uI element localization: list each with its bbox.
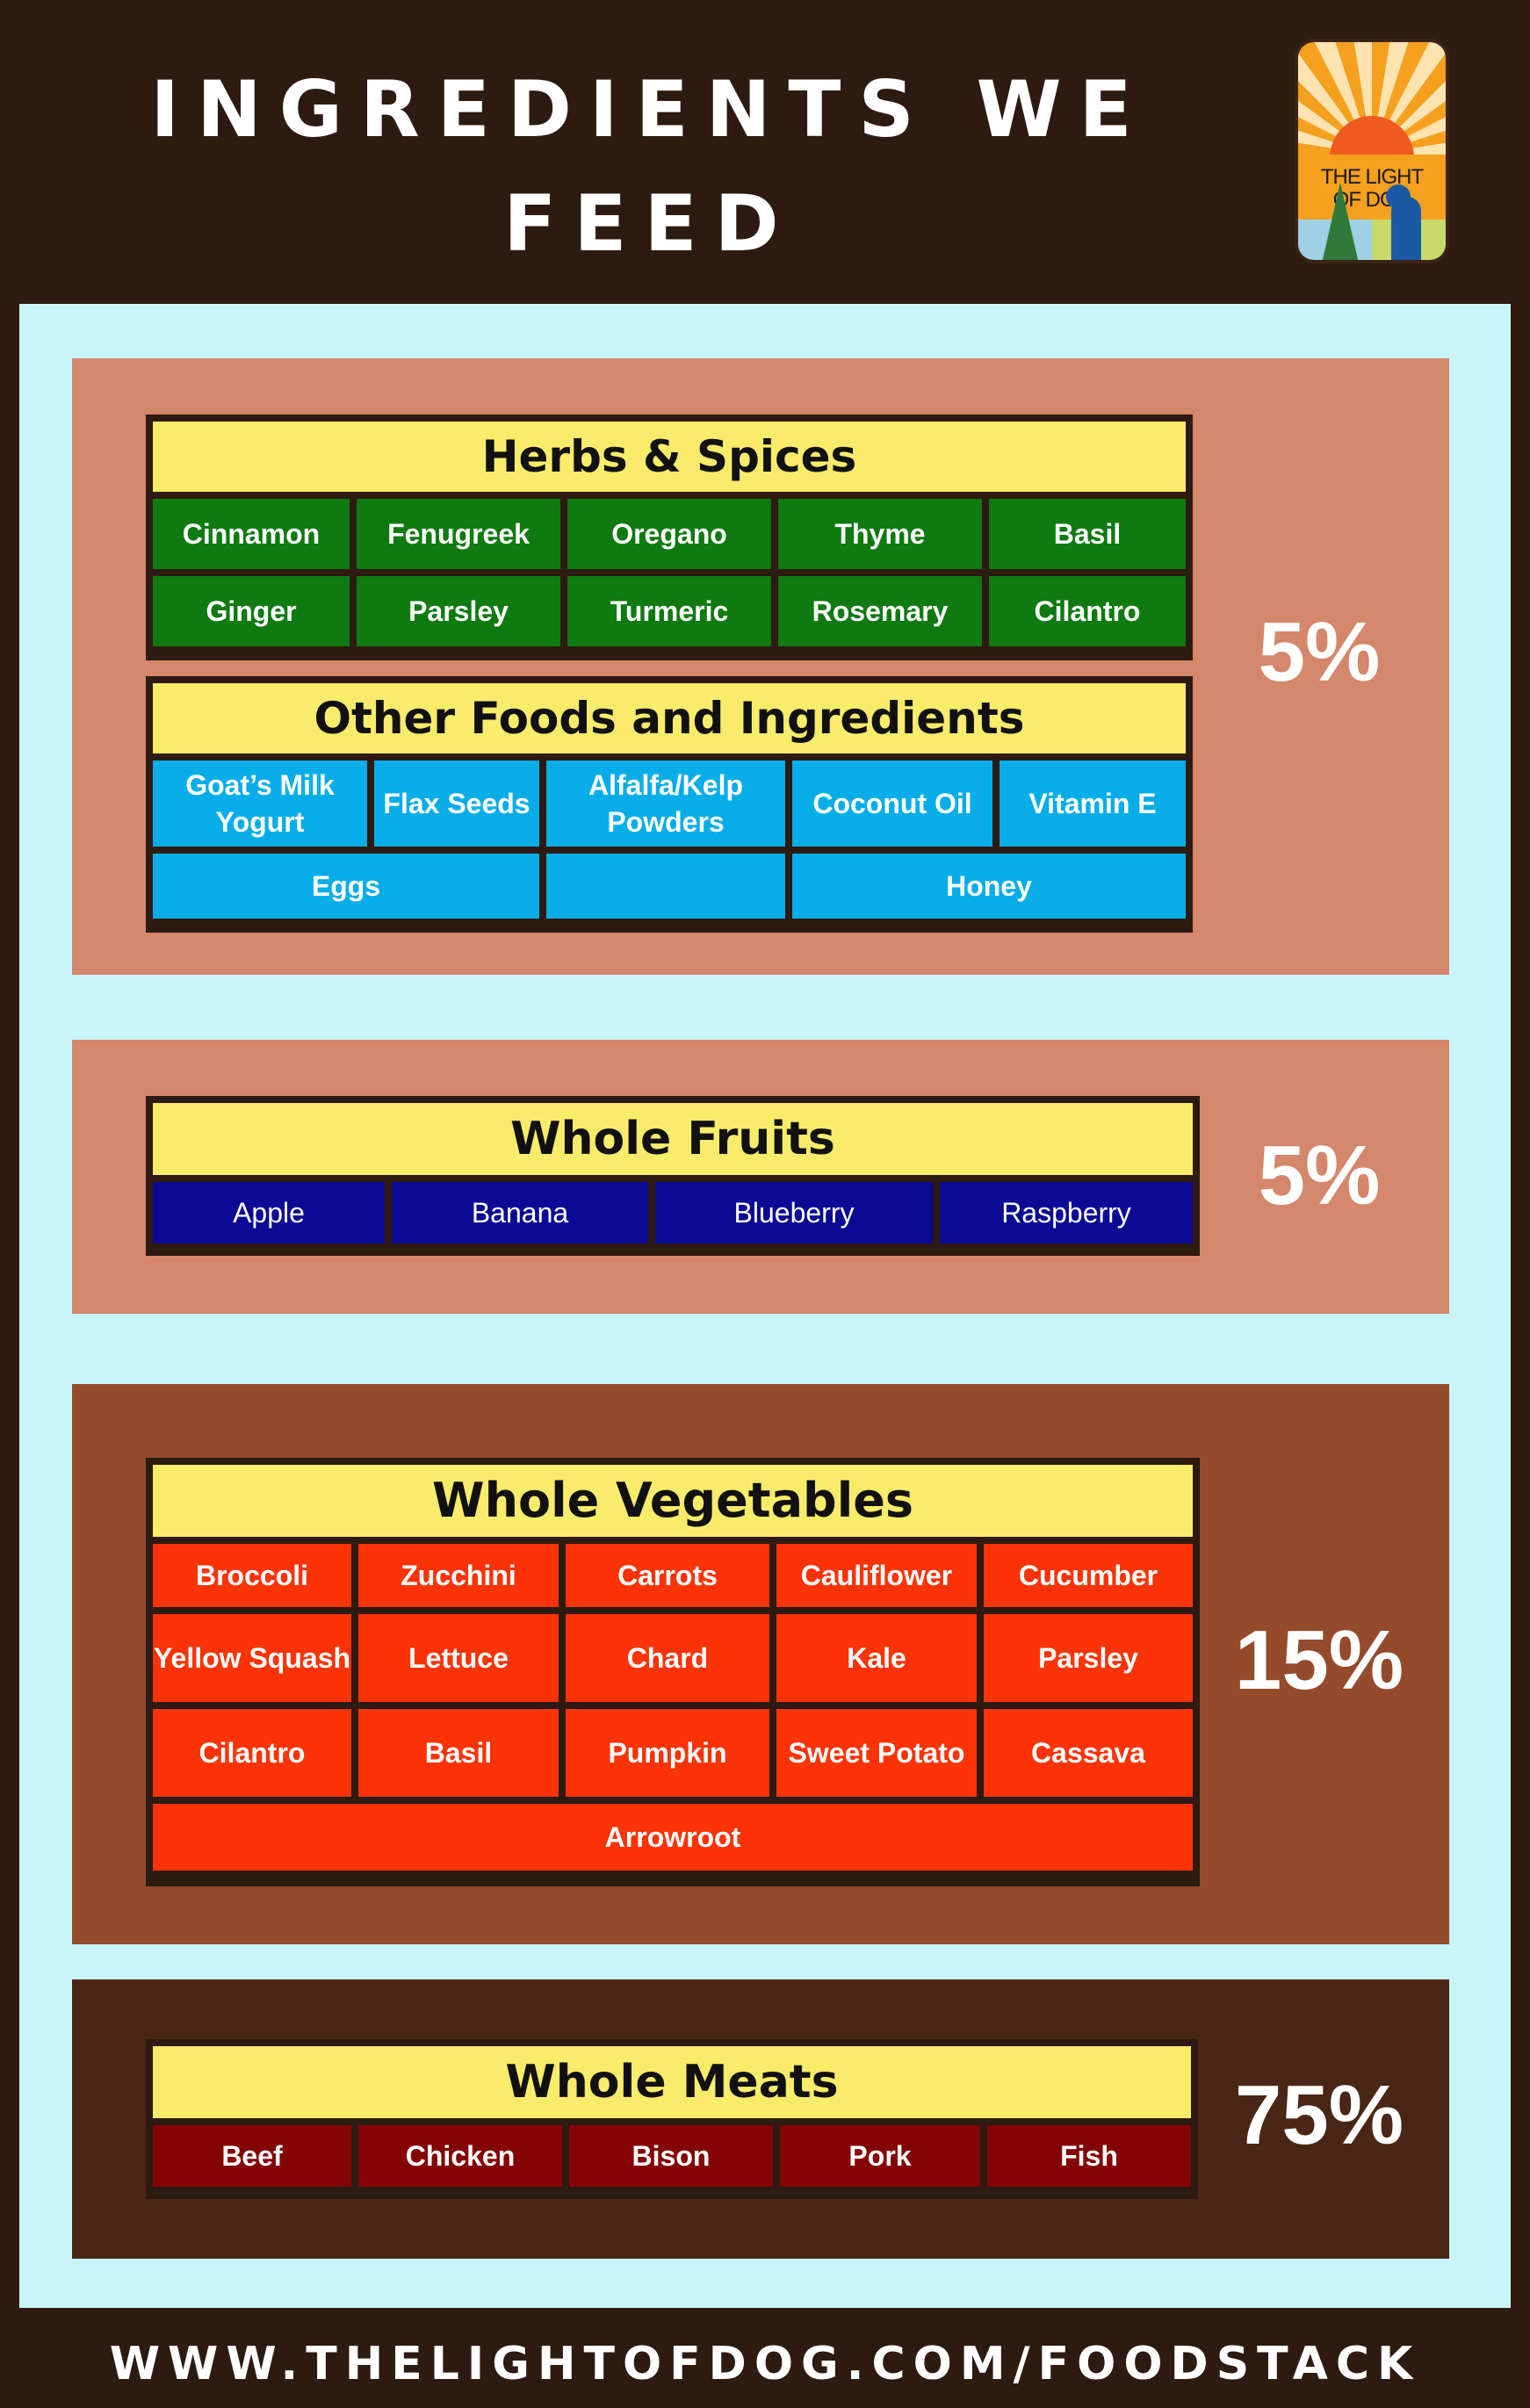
vegetable-item: Zucchini bbox=[358, 1544, 559, 1607]
vegetable-item: Cauliflower bbox=[776, 1544, 977, 1607]
herbs-other-section: Herbs & Spices Cinnamon Fenugreek Oregan… bbox=[72, 358, 1449, 975]
herb-item: Turmeric bbox=[567, 576, 771, 646]
fruits-percent: 5% bbox=[1258, 1128, 1381, 1222]
vegetable-item: Sweet Potato bbox=[776, 1709, 977, 1797]
fruit-item: Blueberry bbox=[655, 1182, 933, 1244]
vegetable-item: Chard bbox=[566, 1614, 769, 1702]
herbs-table: Herbs & Spices Cinnamon Fenugreek Oregan… bbox=[146, 415, 1193, 660]
fruits-section: Whole Fruits Apple Banana Blueberry Rasp… bbox=[72, 1040, 1449, 1314]
vegetable-item: Kale bbox=[776, 1614, 977, 1702]
herb-item: Ginger bbox=[153, 576, 350, 646]
vegetable-item: Cilantro bbox=[153, 1709, 351, 1797]
meat-item: Chicken bbox=[358, 2125, 562, 2187]
fruits-table: Whole Fruits Apple Banana Blueberry Rasp… bbox=[146, 1096, 1200, 1256]
herb-item: Cilantro bbox=[989, 576, 1186, 646]
other-food-item: Flax Seeds bbox=[374, 761, 539, 847]
vegetable-item: Yellow Squash bbox=[153, 1614, 351, 1702]
meat-item: Beef bbox=[153, 2125, 351, 2187]
vegetable-item: Broccoli bbox=[153, 1544, 351, 1607]
fruit-item: Apple bbox=[153, 1182, 385, 1244]
vegetables-section: Whole Vegetables Broccoli Zucchini Carro… bbox=[72, 1384, 1449, 1944]
meat-item: Fish bbox=[987, 2125, 1191, 2187]
page-title-line-1: INGREDIENTS WE FEED bbox=[150, 64, 1150, 269]
herb-item: Parsley bbox=[357, 576, 560, 646]
other-foods-table: Other Foods and Ingredients Goat’s Milk … bbox=[146, 676, 1193, 933]
meat-item: Bison bbox=[569, 2125, 773, 2187]
vegetable-item: Carrots bbox=[566, 1544, 769, 1607]
vegetables-percent: 15% bbox=[1234, 1613, 1404, 1707]
other-food-item: Goat’s Milk Yogurt bbox=[153, 761, 367, 847]
other-food-item: Honey bbox=[792, 854, 1186, 919]
vegetable-item: Arrowroot bbox=[153, 1804, 1193, 1871]
fruits-title: Whole Fruits bbox=[153, 1103, 1193, 1175]
herb-item: Rosemary bbox=[778, 576, 982, 646]
herbs-title: Herbs & Spices bbox=[153, 422, 1186, 492]
other-food-item: Eggs bbox=[153, 854, 539, 919]
ingredients-panel: Herbs & Spices Cinnamon Fenugreek Oregan… bbox=[19, 304, 1511, 2308]
vegetables-title: Whole Vegetables bbox=[153, 1465, 1193, 1537]
herb-item: Cinnamon bbox=[153, 499, 350, 569]
other-food-item: Coconut Oil bbox=[792, 761, 992, 847]
other-food-item: Vitamin E bbox=[1000, 761, 1186, 847]
herb-item: Basil bbox=[989, 499, 1186, 569]
footer-url[interactable]: WWW.THELIGHTOFDOG.COM/FOODSTACK bbox=[109, 2338, 1421, 2390]
tree-icon bbox=[1321, 183, 1360, 260]
vegetable-item: Lettuce bbox=[358, 1614, 559, 1702]
fruit-item: Banana bbox=[392, 1182, 648, 1244]
meats-section: Whole Meats Beef Chicken Bison Pork Fish… bbox=[72, 1979, 1449, 2259]
fruit-item: Raspberry bbox=[940, 1182, 1193, 1244]
meat-item: Pork bbox=[780, 2125, 980, 2187]
vegetable-item: Cucumber bbox=[984, 1544, 1193, 1607]
other-food-item bbox=[546, 854, 785, 919]
other-foods-title: Other Foods and Ingredients bbox=[153, 683, 1186, 753]
other-food-item: Alfalfa/Kelp Powders bbox=[546, 761, 785, 847]
vegetables-table: Whole Vegetables Broccoli Zucchini Carro… bbox=[146, 1458, 1200, 1886]
herbs-other-percent: 5% bbox=[1258, 605, 1381, 699]
vegetable-item: Pumpkin bbox=[566, 1709, 769, 1797]
vegetable-item: Parsley bbox=[984, 1614, 1193, 1702]
vegetable-item: Cassava bbox=[984, 1709, 1193, 1797]
herb-item: Thyme bbox=[778, 499, 982, 569]
herb-item: Oregano bbox=[567, 499, 771, 569]
meats-table: Whole Meats Beef Chicken Bison Pork Fish bbox=[146, 2039, 1198, 2199]
meats-percent: 75% bbox=[1234, 2068, 1404, 2162]
dog-icon bbox=[1386, 184, 1421, 260]
herb-item: Fenugreek bbox=[357, 499, 560, 569]
vegetable-item: Basil bbox=[358, 1709, 559, 1797]
brand-logo: THE LIGHT OF DOG bbox=[1295, 39, 1449, 263]
meats-title: Whole Meats bbox=[153, 2046, 1191, 2118]
